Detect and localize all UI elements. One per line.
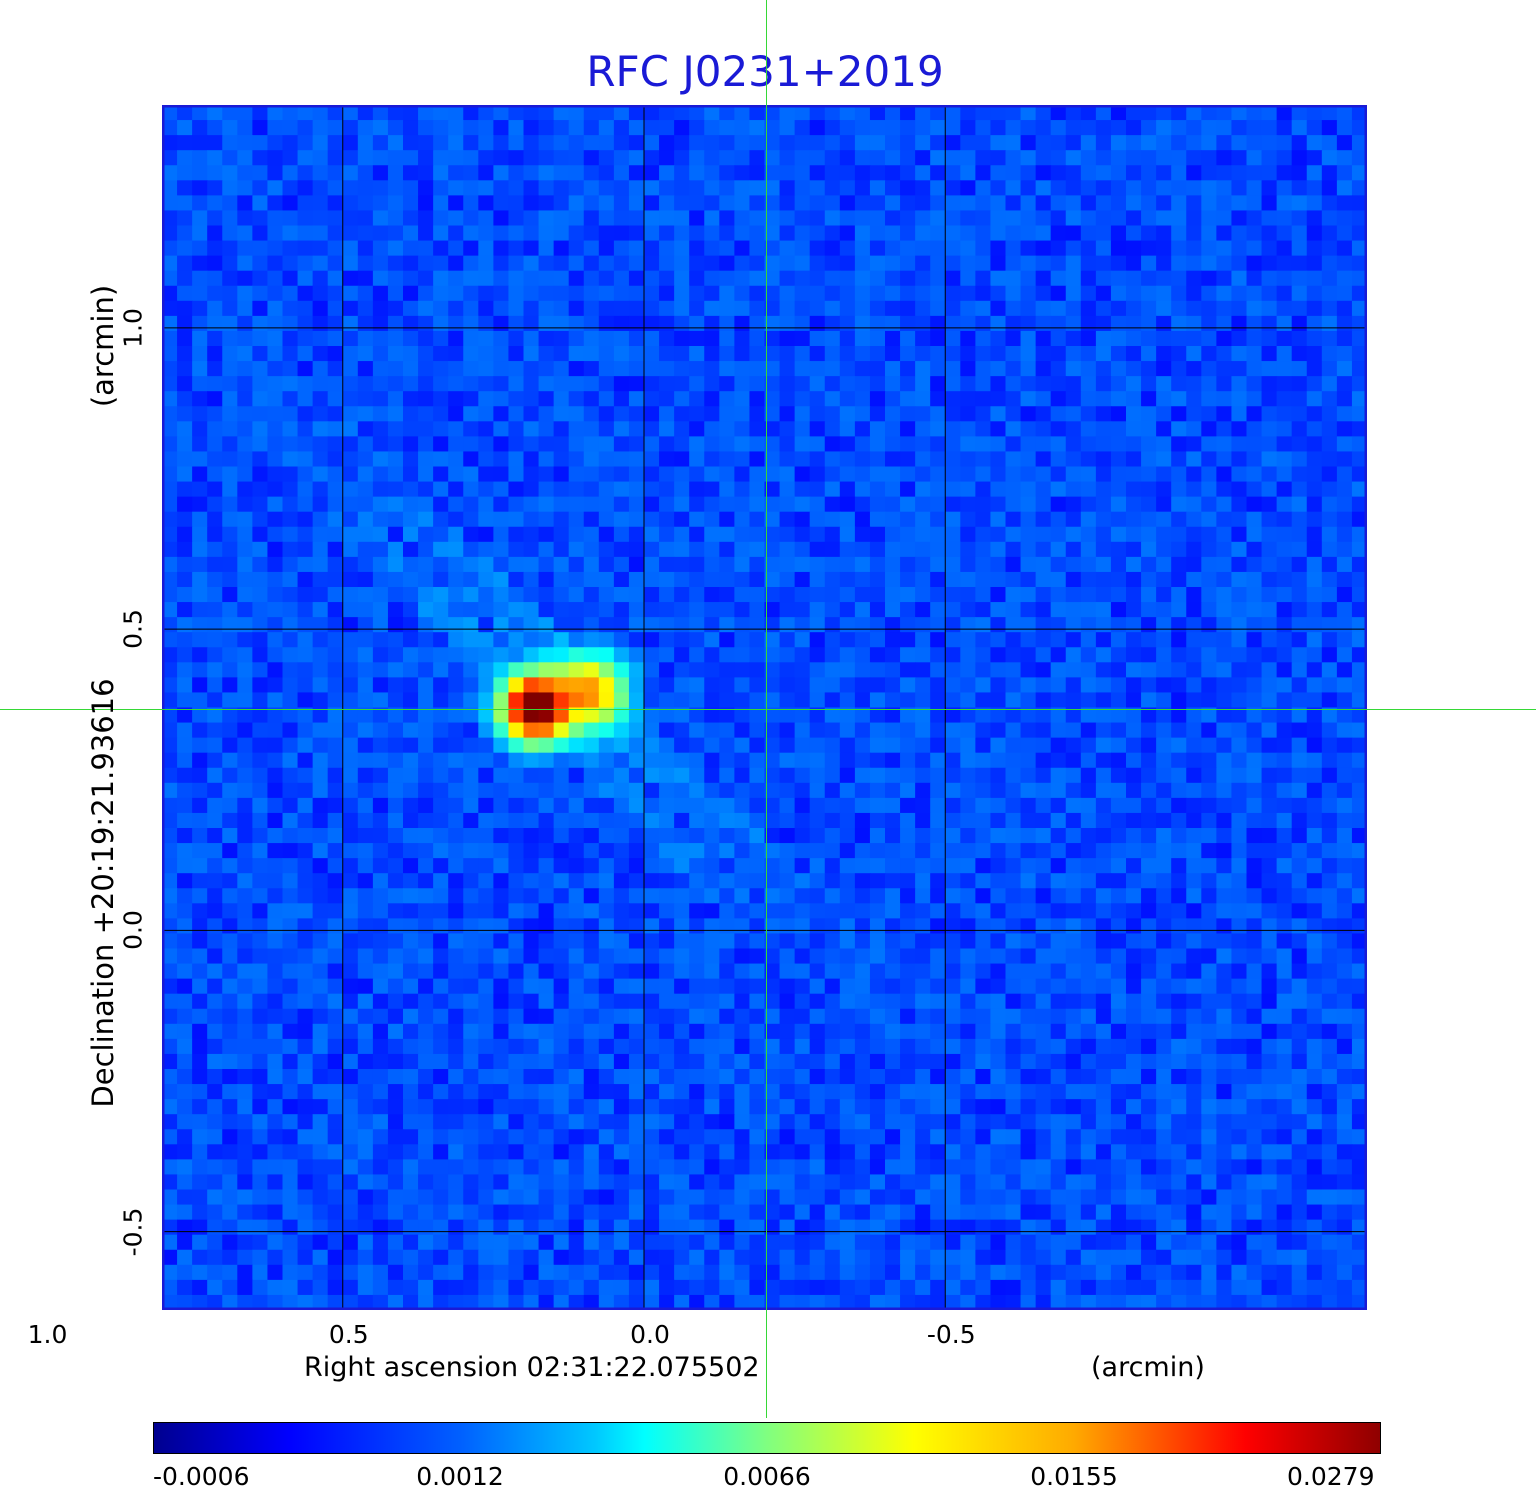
colorbar-tick-label: 0.0155 bbox=[1030, 1462, 1118, 1491]
crosshair-horizontal bbox=[0, 709, 1536, 710]
y-tick-label: 1.0 bbox=[118, 308, 148, 348]
grid-lines bbox=[162, 105, 1367, 1310]
colorbar-tick-label: -0.0006 bbox=[153, 1462, 250, 1491]
colorbar bbox=[153, 1422, 1381, 1454]
y-tick-label: 0.0 bbox=[118, 910, 148, 951]
colorbar-tick-label: 0.0066 bbox=[723, 1462, 811, 1491]
x-axis-unit: (arcmin) bbox=[1091, 1352, 1205, 1383]
colorbar-tick-label: 0.0012 bbox=[416, 1462, 504, 1491]
intensity-map bbox=[162, 105, 1367, 1310]
colorbar-tick-label: 0.0279 bbox=[1287, 1462, 1375, 1491]
y-tick-label: -0.5 bbox=[118, 1207, 148, 1257]
y-axis-label: Declination +20:19:21.93616 bbox=[86, 678, 120, 1108]
x-tick-label: 1.0 bbox=[27, 1320, 68, 1349]
x-axis-label: Right ascension 02:31:22.075502 bbox=[304, 1352, 760, 1383]
y-tick-label: 0.5 bbox=[118, 609, 148, 650]
chart-title: RFC J0231+2019 bbox=[586, 47, 944, 96]
plot-frame bbox=[162, 105, 1367, 1310]
x-tick-label: -0.5 bbox=[926, 1320, 976, 1349]
y-axis-unit: (arcmin) bbox=[86, 284, 120, 408]
x-tick-label: 0.5 bbox=[328, 1320, 369, 1349]
image-plot-area bbox=[162, 105, 1367, 1310]
x-tick-label: 0.0 bbox=[630, 1320, 670, 1349]
